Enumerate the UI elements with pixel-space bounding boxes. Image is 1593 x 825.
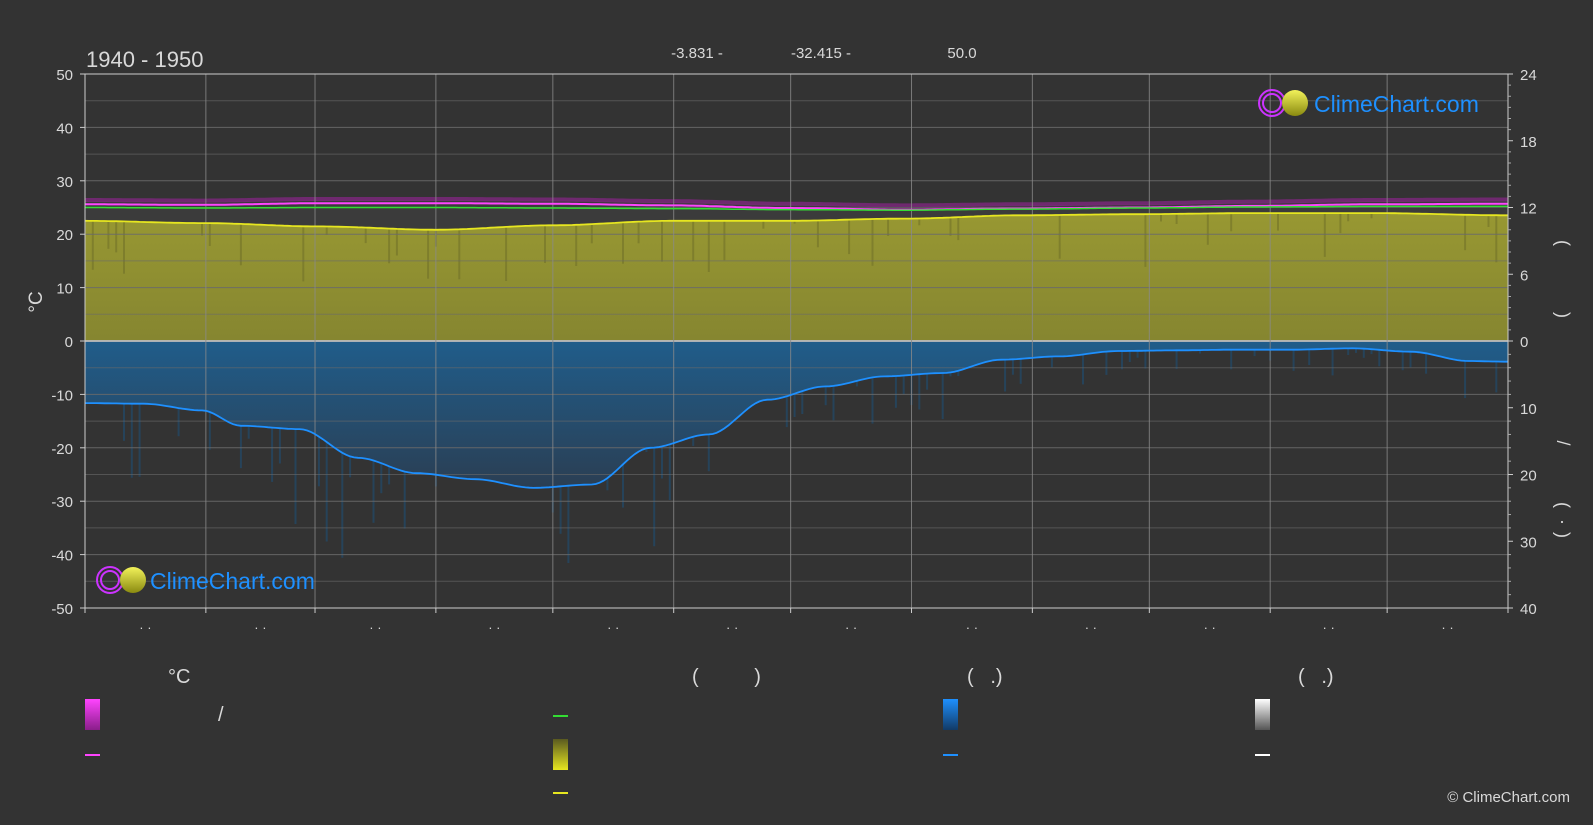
sunshine-line [85,212,1508,231]
precipitation-area [85,341,1508,488]
copyright: © ClimeChart.com [1447,789,1570,806]
x-tick-label: · · [1441,620,1453,635]
right-upper-tick-label: 12 [1520,201,1537,218]
x-tick-label: · · [726,620,738,635]
legend-snow-gradient-swatch [1255,699,1270,730]
legend: °C ( ) ( .) ( .) / [85,666,1334,794]
grid-layer [84,73,1509,609]
logo-sun-icon [1282,90,1308,116]
x-tick-label: · · [488,620,500,635]
left-tick-label: 30 [56,174,73,191]
legend-temp-range-text: / [218,704,224,726]
right-upper-tick-label: 0 [1520,334,1528,351]
line-layer [85,202,1508,489]
x-tick-label: · · [966,620,978,635]
x-tick-label: · · [1085,620,1097,635]
logo-sun-icon [120,567,146,593]
x-tick-label: · · [139,620,151,635]
precipitation-line [85,347,1508,489]
temperature-mean-line [85,205,1508,211]
legend-rain-gradient-swatch [943,699,958,730]
left-tick-label: -40 [51,548,73,565]
right-lower-tick-label: 20 [1520,468,1537,485]
legend-temp-range-swatch [85,699,100,730]
left-tick-label: -50 [51,601,73,618]
legend-heading-rain: ( .) [967,666,1003,688]
right-upper-axis-glyph-close: ) [1553,312,1573,318]
legend-heading-snow: ( .) [1298,666,1334,688]
left-tick-label: -10 [51,387,73,404]
elevation-label: 50.0 [947,45,976,62]
logo-ring-inner-icon [1262,93,1282,113]
right-upper-tick-label: 18 [1520,134,1537,151]
left-tick-label: -30 [51,494,73,511]
logo-ring-inner-icon [100,570,120,590]
right-lower-tick-label: 10 [1520,401,1537,418]
watermark-logo-top: ClimeChart.com [1258,89,1479,117]
left-tick-label: 20 [56,227,73,244]
right-lower-axis-glyph-close: ) [1553,532,1573,538]
right-lower-axis-glyph-slash: / [1553,440,1573,445]
watermark-logo-bottom: ClimeChart.com [96,566,315,594]
left-tick-label: 50 [56,67,73,84]
left-tick-label: -20 [51,441,73,458]
right-lower-axis-glyph-dot: · [1553,519,1573,525]
temperature-max-band [85,197,1508,208]
legend-sunshine-gradient-swatch [553,739,568,770]
legend-heading-temperature: °C [168,666,190,688]
fill-layer [85,197,1508,563]
right-lower-tick-label: 40 [1520,601,1537,618]
x-tick-label: · · [369,620,381,635]
x-tick-label: · · [607,620,619,635]
right-upper-tick-label: 24 [1520,67,1537,84]
left-tick-label: 10 [56,281,73,298]
right-upper-tick-label: 6 [1520,267,1528,284]
left-axis-label: °C [26,291,47,312]
latitude-label: -3.831 - [671,45,723,62]
legend-heading-sunshine: ( ) [692,666,761,688]
chart-period: 1940 - 1950 [86,47,203,72]
left-tick-label: 40 [56,120,73,137]
right-lower-axis-glyph-open: ( [1553,502,1573,508]
axis-layer: 50 40 30 20 10 0 -10 -20 -30 -40 -50 24 18 12 6 0 10 20 30… [51,67,1536,635]
longitude-label: -32.415 - [791,45,851,62]
right-lower-tick-label: 30 [1520,534,1537,551]
x-tick-label: · · [254,620,266,635]
temperature-max-line [85,202,1508,211]
watermark-text: ClimeChart.com [150,568,315,594]
sunshine-area [85,213,1508,341]
x-tick-label: · · [1323,620,1335,635]
right-upper-axis-glyph-open: ( [1553,240,1573,246]
x-tick-label: · · [1204,620,1216,635]
left-tick-label: 0 [65,334,73,351]
watermark-text: ClimeChart.com [1314,91,1479,117]
x-tick-label: · · [845,620,857,635]
